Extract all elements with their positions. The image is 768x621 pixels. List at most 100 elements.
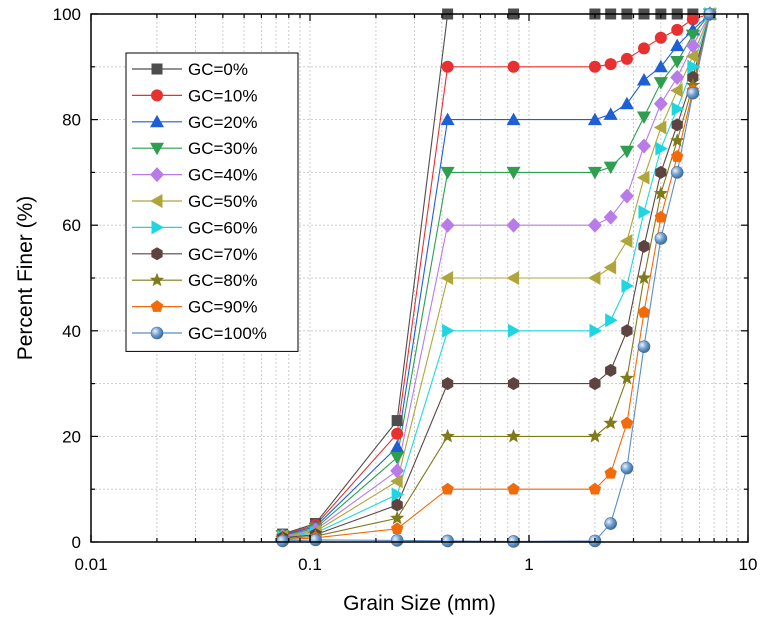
data-point xyxy=(506,217,521,233)
data-point xyxy=(603,260,617,275)
data-point xyxy=(670,69,685,85)
data-point xyxy=(441,482,454,495)
data-point xyxy=(654,232,668,245)
series-2 xyxy=(282,13,711,536)
x-axis-title: Grain Size (mm) xyxy=(343,592,496,615)
data-point xyxy=(508,323,521,338)
series-line xyxy=(282,13,711,536)
legend-label: GC=50% xyxy=(188,192,257,211)
data-point xyxy=(603,209,618,225)
data-point xyxy=(620,461,634,475)
data-point xyxy=(603,415,618,430)
data-point xyxy=(670,83,683,98)
data-point xyxy=(390,510,405,525)
x-tick-label: 1 xyxy=(524,555,533,574)
data-point xyxy=(619,234,633,249)
x-tick-label: 0.1 xyxy=(298,555,322,574)
y-tick-label: 60 xyxy=(62,216,81,235)
legend-label: GC=100% xyxy=(188,324,267,343)
legend-marker xyxy=(150,194,163,208)
data-point xyxy=(653,96,668,112)
data-point xyxy=(589,377,601,391)
data-point xyxy=(619,96,634,110)
legend-item: GC=90% xyxy=(132,298,257,317)
data-point xyxy=(276,534,289,548)
data-point xyxy=(440,428,455,443)
legend-label: GC=0% xyxy=(188,60,248,79)
legend-label: GC=10% xyxy=(188,86,257,105)
legend-marker xyxy=(150,300,164,312)
legend-label: GC=80% xyxy=(188,271,257,290)
data-point xyxy=(604,58,617,71)
data-point xyxy=(587,217,602,233)
data-point xyxy=(637,42,650,55)
legend-marker xyxy=(150,167,164,183)
legend-label: GC=30% xyxy=(188,139,257,158)
data-point xyxy=(391,487,405,502)
data-point xyxy=(440,271,454,285)
data-point xyxy=(686,86,700,100)
data-point xyxy=(621,278,634,293)
legend-marker xyxy=(151,63,163,75)
data-point xyxy=(440,166,455,180)
series-line xyxy=(282,13,711,537)
data-point xyxy=(670,166,684,179)
legend-marker xyxy=(151,247,163,261)
legend-item: GC=20% xyxy=(132,113,257,132)
series-4 xyxy=(282,13,711,537)
data-point xyxy=(619,188,634,204)
data-point xyxy=(655,141,668,156)
data-point xyxy=(671,23,684,36)
data-point xyxy=(440,112,455,126)
series-markers-9 xyxy=(275,6,718,545)
legend-marker xyxy=(151,220,164,235)
data-point xyxy=(507,482,520,495)
data-point xyxy=(506,428,521,443)
data-point xyxy=(390,534,404,547)
y-tick-label: 0 xyxy=(72,533,81,552)
legend-marker xyxy=(150,114,164,128)
legend-item: GC=10% xyxy=(132,86,257,105)
data-point xyxy=(670,133,685,147)
data-point xyxy=(637,340,651,353)
data-point xyxy=(637,305,651,318)
data-point xyxy=(619,145,634,159)
data-point xyxy=(670,38,685,52)
data-point xyxy=(587,112,602,126)
data-point xyxy=(685,29,700,43)
data-point xyxy=(687,59,700,74)
series-line xyxy=(282,13,710,535)
data-point xyxy=(441,60,454,73)
legend-item: GC=80% xyxy=(132,271,257,290)
data-point xyxy=(670,56,685,69)
data-point xyxy=(653,59,668,73)
legend-marker xyxy=(150,326,164,340)
data-point xyxy=(671,118,683,132)
y-tick-label: 40 xyxy=(62,322,81,341)
data-point xyxy=(506,166,521,180)
legend-item: GC=70% xyxy=(132,245,257,264)
data-point xyxy=(390,452,405,465)
legend-label: GC=40% xyxy=(188,166,257,185)
y-axis-title: Percent Finer (%) xyxy=(14,196,37,361)
data-point xyxy=(440,217,455,233)
legend: GC=0% GC=10% GC=20% GC=30% GC=40% GC=50% GC=60… xyxy=(125,52,299,352)
data-point xyxy=(441,534,454,548)
data-point xyxy=(653,186,668,200)
series-1 xyxy=(282,13,710,535)
data-point xyxy=(309,533,322,547)
legend-item: GC=50% xyxy=(132,192,257,211)
data-point xyxy=(390,463,405,479)
data-point xyxy=(390,474,403,489)
data-point xyxy=(687,70,699,84)
data-point xyxy=(655,165,667,179)
data-point xyxy=(620,416,634,429)
data-point xyxy=(506,112,521,126)
data-point xyxy=(621,324,633,338)
data-point xyxy=(653,120,667,135)
series-layer xyxy=(275,6,718,548)
data-point xyxy=(391,415,403,427)
legend-item: GC=60% xyxy=(132,218,257,237)
